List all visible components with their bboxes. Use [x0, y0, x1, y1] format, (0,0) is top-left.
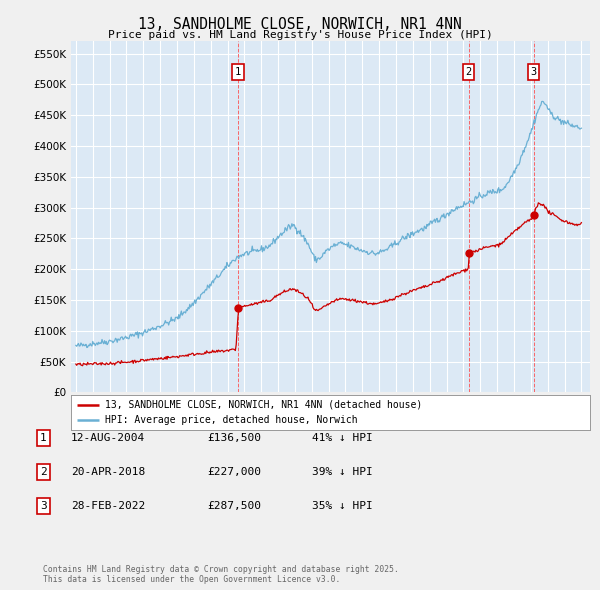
Text: 1: 1 — [235, 67, 241, 77]
Text: 2: 2 — [466, 67, 472, 77]
Text: 39% ↓ HPI: 39% ↓ HPI — [312, 467, 373, 477]
Text: Price paid vs. HM Land Registry's House Price Index (HPI): Price paid vs. HM Land Registry's House … — [107, 30, 493, 40]
Text: 28-FEB-2022: 28-FEB-2022 — [71, 502, 145, 511]
Text: 1: 1 — [40, 433, 47, 442]
Text: 13, SANDHOLME CLOSE, NORWICH, NR1 4NN: 13, SANDHOLME CLOSE, NORWICH, NR1 4NN — [138, 17, 462, 31]
Text: 13, SANDHOLME CLOSE, NORWICH, NR1 4NN (detached house): 13, SANDHOLME CLOSE, NORWICH, NR1 4NN (d… — [104, 399, 422, 409]
Text: HPI: Average price, detached house, Norwich: HPI: Average price, detached house, Norw… — [104, 415, 357, 425]
Text: £136,500: £136,500 — [207, 433, 261, 442]
Text: 2: 2 — [40, 467, 47, 477]
Text: £287,500: £287,500 — [207, 502, 261, 511]
Text: 3: 3 — [40, 502, 47, 511]
Text: 3: 3 — [530, 67, 537, 77]
Text: 35% ↓ HPI: 35% ↓ HPI — [312, 502, 373, 511]
Text: Contains HM Land Registry data © Crown copyright and database right 2025.
This d: Contains HM Land Registry data © Crown c… — [43, 565, 399, 584]
Text: 20-APR-2018: 20-APR-2018 — [71, 467, 145, 477]
Text: 41% ↓ HPI: 41% ↓ HPI — [312, 433, 373, 442]
Text: 12-AUG-2004: 12-AUG-2004 — [71, 433, 145, 442]
Text: £227,000: £227,000 — [207, 467, 261, 477]
